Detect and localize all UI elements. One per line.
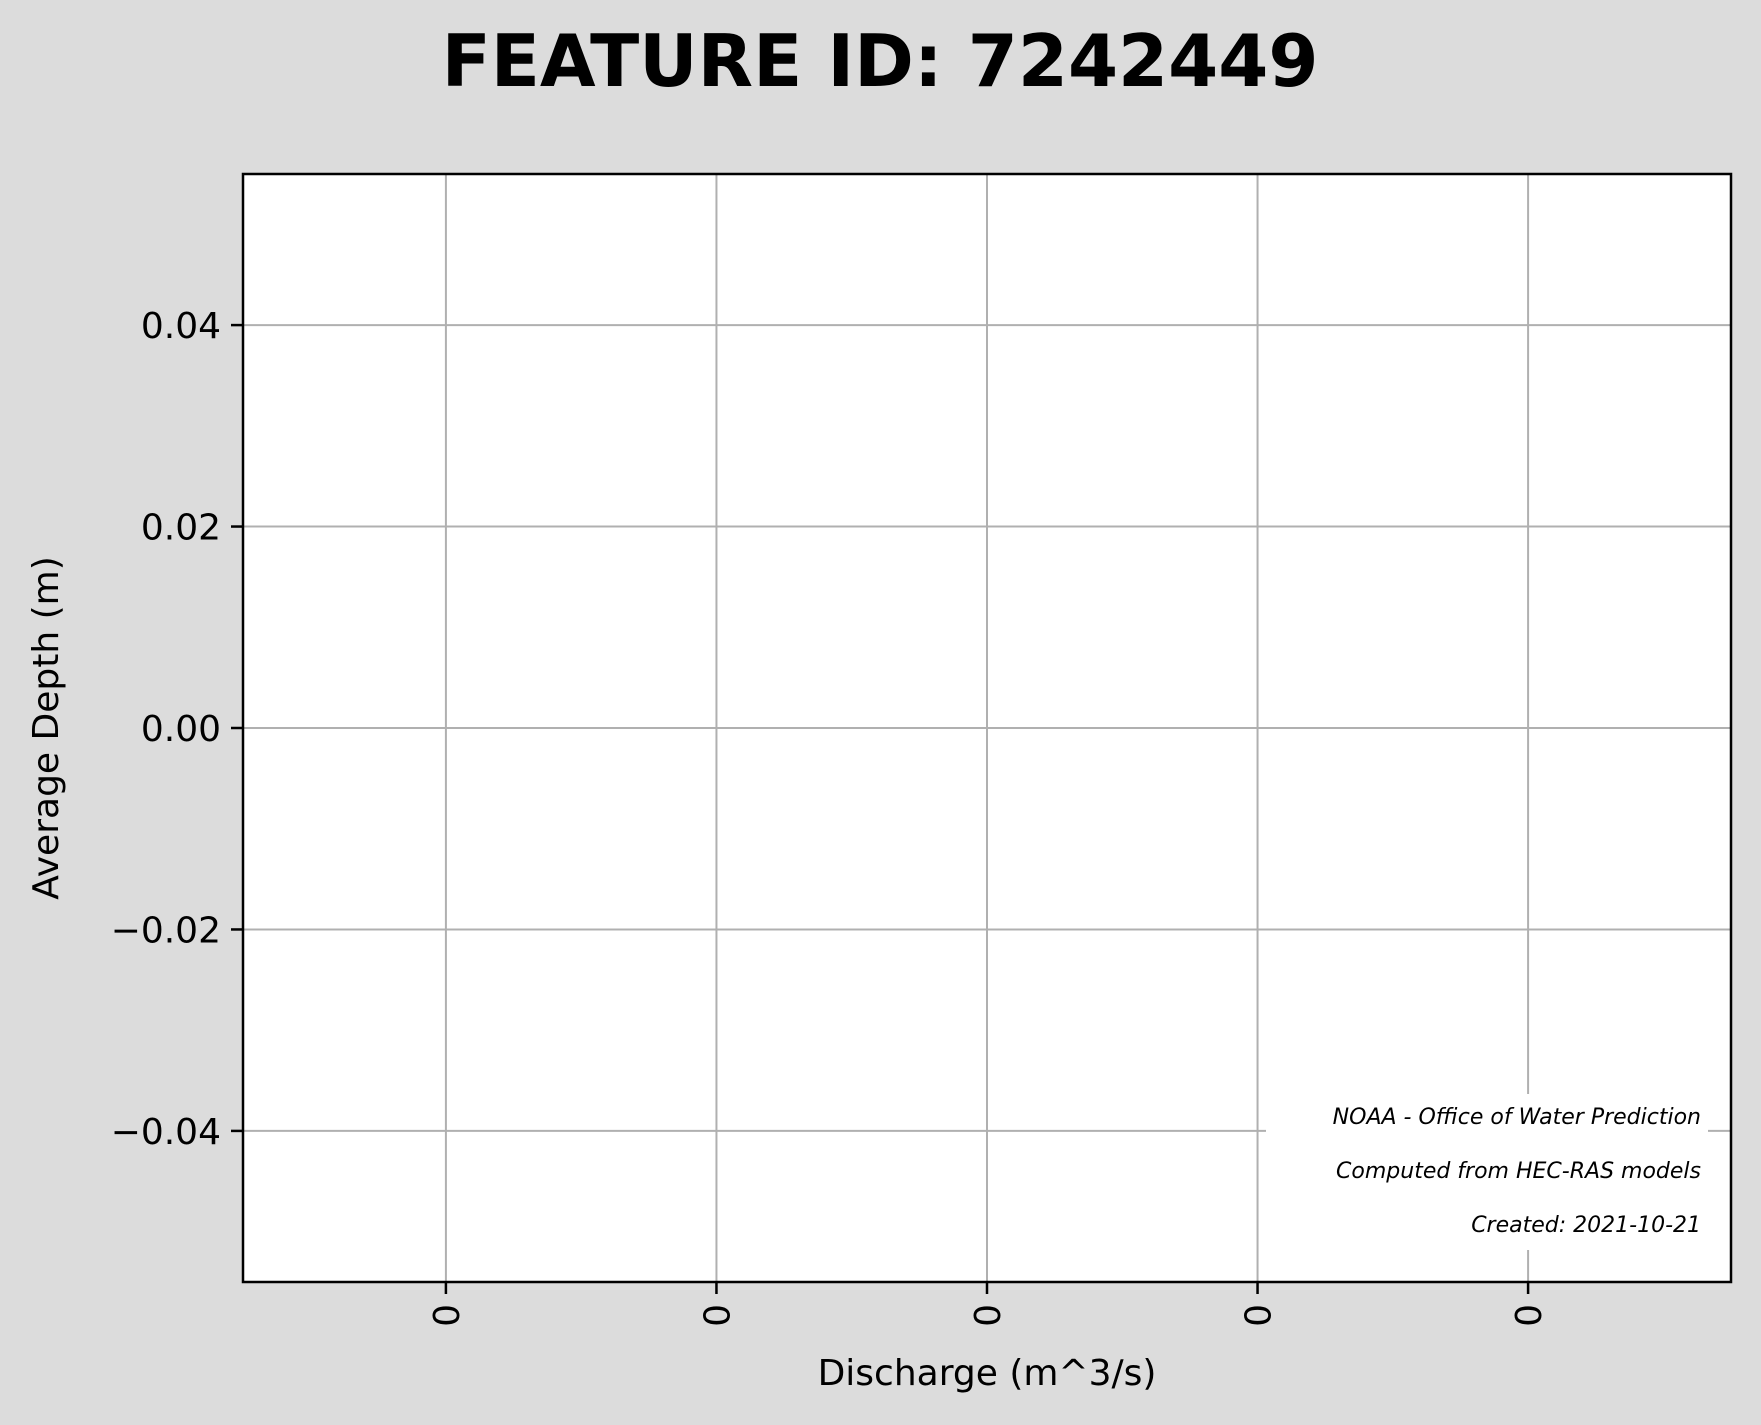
annotation-line: Created: 2021-10-21 bbox=[1471, 1213, 1701, 1238]
y-tick-label: −0.04 bbox=[111, 1112, 221, 1153]
x-axis-label: Discharge (m^3/s) bbox=[818, 1353, 1157, 1394]
x-tick-label: 0 bbox=[427, 1304, 468, 1327]
y-tick-label: 0.04 bbox=[141, 306, 221, 347]
annotation-line: NOAA - Office of Water Prediction bbox=[1333, 1105, 1701, 1130]
axis-ticks: 0.04 0.02 0.00 −0.02 −0.04 0 0 0 0 0 bbox=[111, 306, 1550, 1327]
y-axis-label: Average Depth (m) bbox=[26, 556, 67, 900]
annotation-line: Computed from HEC-RAS models bbox=[1336, 1159, 1701, 1184]
x-tick-label: 0 bbox=[697, 1304, 738, 1327]
x-tick-label: 0 bbox=[1509, 1304, 1550, 1327]
x-tick-label: 0 bbox=[1239, 1304, 1280, 1327]
y-tick-label: 0.00 bbox=[141, 709, 221, 750]
annotation-block: NOAA - Office of Water Prediction Compute… bbox=[1266, 1094, 1708, 1250]
x-tick-label: 0 bbox=[968, 1304, 1009, 1327]
annotation-background bbox=[1266, 1094, 1708, 1250]
y-tick-label: 0.02 bbox=[141, 508, 221, 549]
y-tick-label: −0.02 bbox=[111, 910, 221, 951]
chart-title: FEATURE ID: 7242449 bbox=[442, 19, 1319, 103]
